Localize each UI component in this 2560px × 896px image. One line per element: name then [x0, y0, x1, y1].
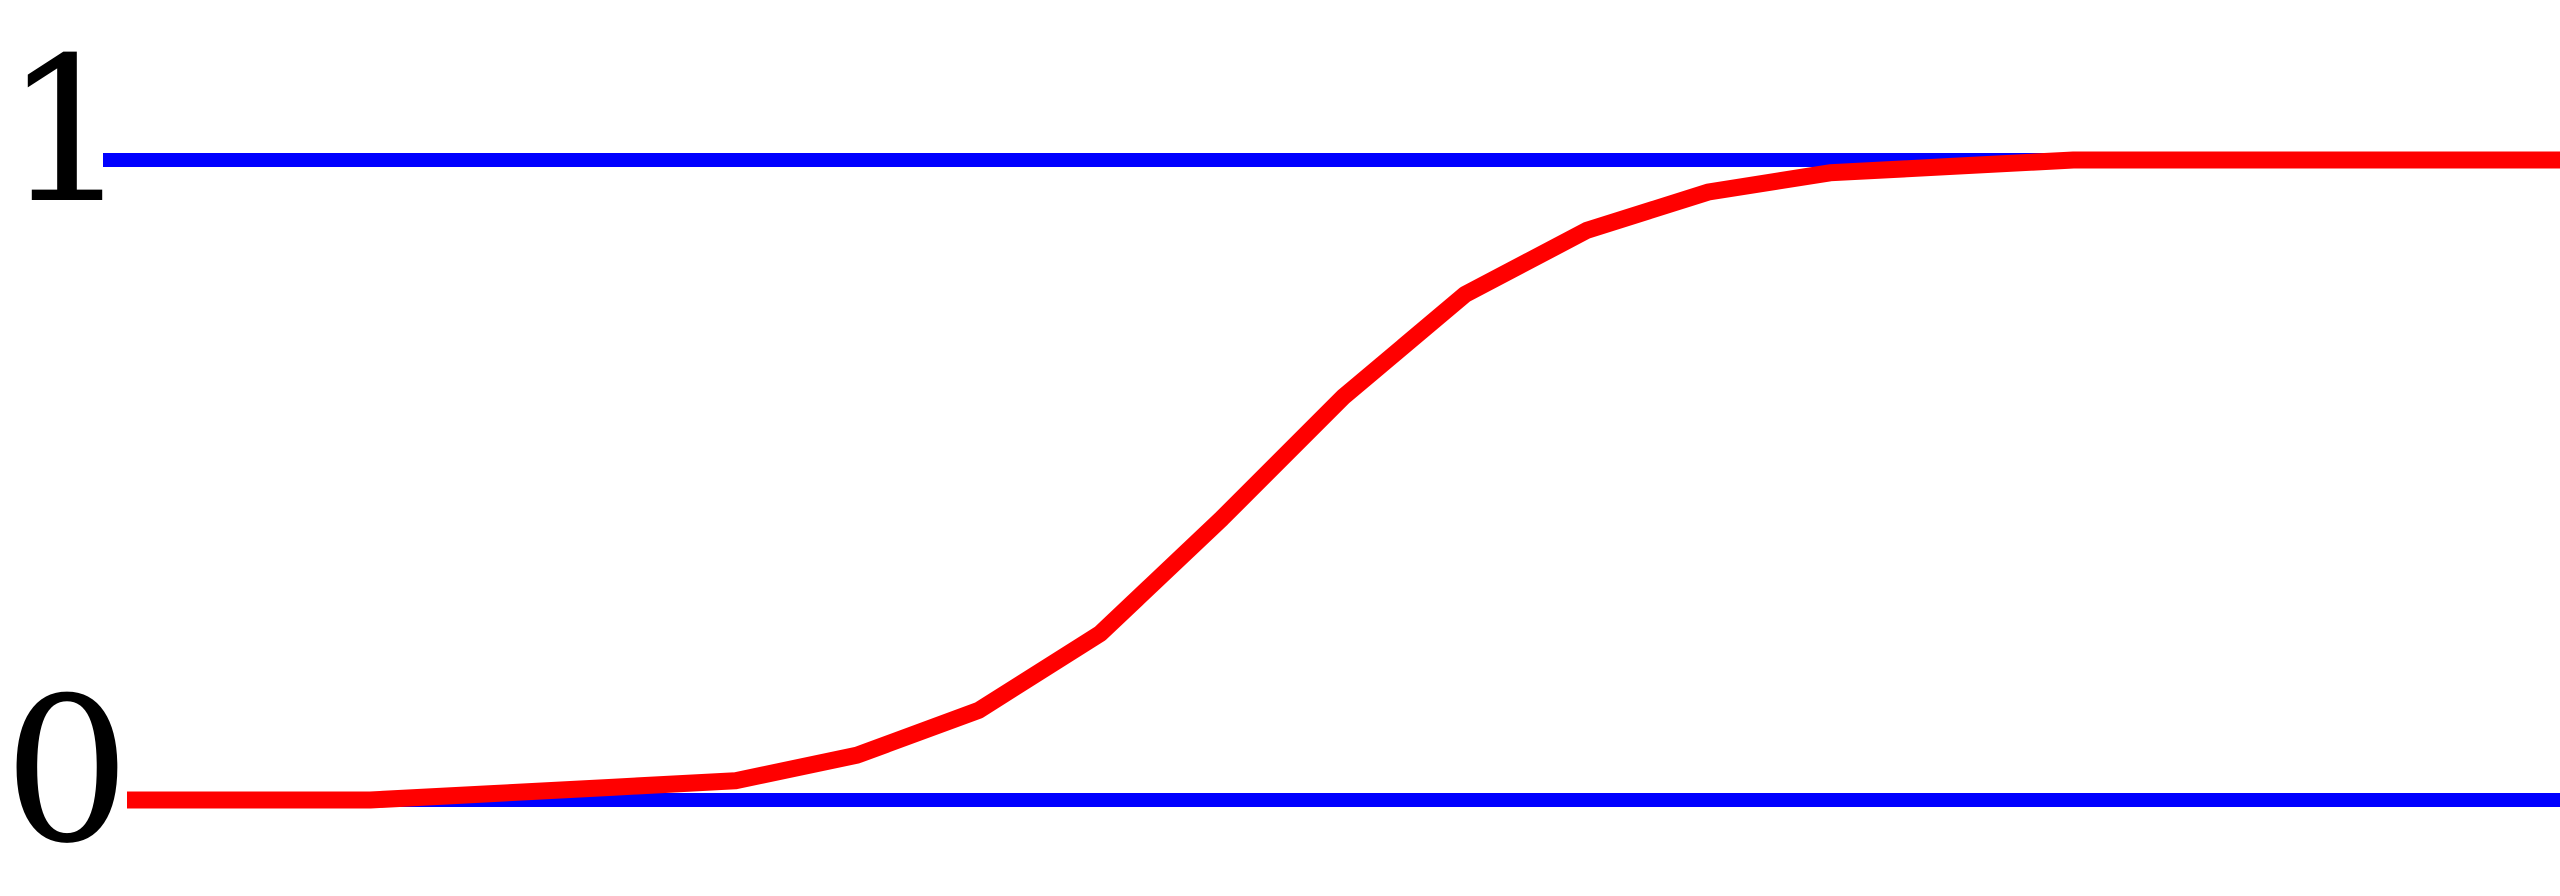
line: [127, 151, 2560, 809]
y-tick-label: 0: [3, 655, 130, 888]
y-tick-label: 1: [3, 15, 130, 248]
